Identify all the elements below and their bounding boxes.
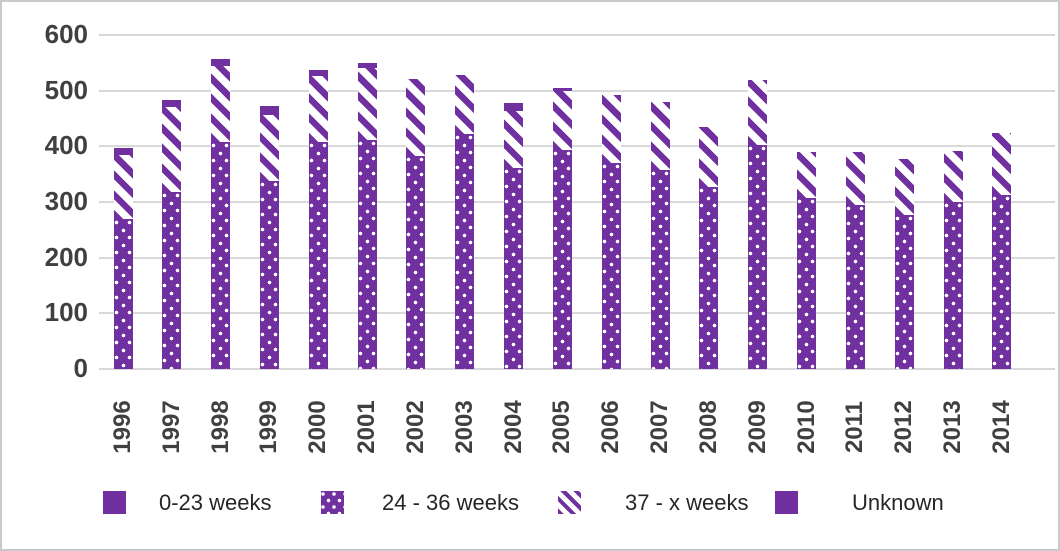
x-tick-label-2010: 2010	[792, 400, 820, 454]
x-tick-label-2012: 2012	[890, 400, 918, 454]
x-tick-label-2009: 2009	[743, 400, 771, 454]
bar-segment-37-x-weeks-2005	[552, 90, 572, 150]
bar-segment-37-x-weeks-2013	[943, 150, 963, 202]
bar-segment-24-36-weeks-1998	[211, 141, 231, 369]
y-tick-label-0: 0	[73, 353, 88, 383]
x-tick-label-2001: 2001	[353, 400, 381, 454]
bar-segment-unknown-2001	[357, 62, 377, 69]
y-tick-label-400: 400	[44, 130, 88, 161]
legend-item-24-36-weeks: 24 - 36 weeks	[321, 491, 519, 514]
bar-segment-37-x-weeks-2011	[845, 151, 865, 205]
x-tick-label-2014: 2014	[987, 400, 1015, 454]
legend-item-unknown: Unknown	[775, 491, 944, 514]
y-tick-label-200: 200	[44, 241, 88, 272]
bar-segment-37-x-weeks-2006	[601, 95, 621, 164]
legend-item-37-x-weeks: 37 - x weeks	[558, 491, 749, 514]
bar-segment-37-x-weeks-2007	[650, 101, 670, 170]
legend-label: 37 - x weeks	[625, 490, 749, 515]
bar-segment-24-36-weeks-1999	[259, 181, 279, 369]
bar-segment-37-x-weeks-1998	[211, 65, 231, 142]
x-tick-label-2003: 2003	[450, 400, 478, 454]
plot-area	[99, 34, 1055, 370]
bar-segment-unknown-1999	[259, 106, 279, 115]
bar-segment-24-36-weeks-2012	[894, 214, 914, 369]
bar-segment-24-36-weeks-2010	[797, 198, 817, 369]
bar-segment-unknown-1997	[162, 100, 182, 108]
x-tick-label-2013: 2013	[939, 400, 967, 454]
bar-segment-37-x-weeks-2014	[992, 132, 1012, 196]
x-tick-label-2005: 2005	[548, 400, 576, 454]
bar-segment-37-x-weeks-2004	[504, 110, 524, 169]
x-tick-label-2011: 2011	[841, 400, 869, 454]
bar-segment-37-x-weeks-2012	[894, 159, 914, 215]
gridline-600	[99, 34, 1055, 36]
y-tick-label-300: 300	[44, 186, 88, 216]
x-tick-label-2007: 2007	[646, 400, 674, 454]
bar-segment-37-x-weeks-2010	[797, 151, 817, 199]
x-tick-label-1996: 1996	[109, 400, 136, 454]
x-tick-label-2008: 2008	[694, 400, 722, 454]
y-tick-label-100: 100	[44, 297, 88, 328]
gridline-0	[99, 368, 1055, 370]
bar-segment-24-36-weeks-1997	[162, 191, 182, 369]
bar-segment-37-x-weeks-2003	[455, 75, 475, 135]
x-tick-label-1998: 1998	[206, 400, 234, 454]
legend-label: 0-23 weeks	[159, 490, 272, 515]
bar-segment-unknown-2005	[552, 87, 572, 91]
y-tick-label-500: 500	[44, 74, 88, 105]
x-tick-label-2000: 2000	[304, 400, 332, 454]
gridline-300	[99, 201, 1055, 203]
bar-segment-24-36-weeks-2004	[504, 168, 524, 369]
bar-segment-37-x-weeks-2009	[748, 79, 768, 145]
bar-segment-unknown-2000	[308, 69, 328, 77]
bar-segment-24-36-weeks-2002	[406, 156, 426, 369]
gridline-400	[99, 145, 1055, 148]
legend-swatch-stripes-icon	[558, 491, 581, 514]
y-tick-label-600: 600	[44, 19, 88, 49]
legend-label: 24 - 36 weeks	[382, 490, 519, 515]
x-tick-label-1997: 1997	[157, 400, 185, 454]
bar-segment-24-36-weeks-2001	[357, 139, 377, 369]
bar-segment-24-36-weeks-1996	[113, 218, 133, 369]
legend-swatch-solid-icon	[775, 491, 798, 514]
bar-segment-24-36-weeks-2014	[992, 195, 1012, 369]
x-tick-label-1999: 1999	[255, 400, 283, 454]
legend-label: Unknown	[852, 490, 944, 515]
bar-segment-37-x-weeks-1997	[162, 107, 182, 192]
bar-segment-unknown-1998	[211, 58, 231, 66]
bar-segment-24-36-weeks-2006	[601, 163, 621, 369]
gridline-100	[99, 312, 1055, 315]
gridline-500	[99, 89, 1055, 92]
bar-segment-unknown-1996	[113, 148, 133, 155]
bar-segment-24-36-weeks-2000	[308, 142, 328, 369]
gridline-200	[99, 256, 1055, 259]
bar-segment-37-x-weeks-1996	[113, 154, 133, 219]
legend-swatch-dots-icon	[321, 491, 344, 514]
bar-segment-24-36-weeks-2007	[650, 169, 670, 369]
bar-segment-37-x-weeks-2008	[699, 127, 719, 187]
x-tick-label-2006: 2006	[597, 400, 625, 454]
x-tick-label-2004: 2004	[499, 400, 527, 454]
bar-segment-unknown-2004	[504, 102, 524, 111]
bar-segment-37-x-weeks-1999	[259, 114, 279, 182]
legend-item-0-23-weeks: 0-23 weeks	[103, 491, 272, 514]
legend-swatch-solid-icon	[103, 491, 126, 514]
x-tick-label-2002: 2002	[401, 400, 429, 454]
bar-segment-24-36-weeks-2013	[943, 202, 963, 369]
bar-segment-24-36-weeks-2003	[455, 134, 475, 369]
bar-segment-37-x-weeks-2000	[308, 76, 328, 143]
bar-segment-24-36-weeks-2005	[552, 149, 572, 369]
bar-segment-24-36-weeks-2008	[699, 186, 719, 369]
bar-segment-24-36-weeks-2011	[845, 204, 865, 369]
bar-segment-24-36-weeks-2009	[748, 144, 768, 369]
bar-segment-37-x-weeks-2001	[357, 68, 377, 140]
bar-segment-37-x-weeks-2002	[406, 78, 426, 157]
